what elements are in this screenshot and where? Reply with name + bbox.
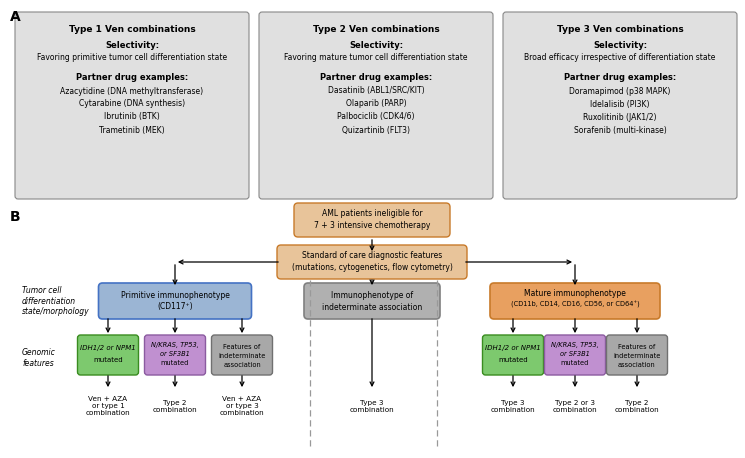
FancyBboxPatch shape <box>259 12 493 199</box>
Text: Quizartinib (FLT3): Quizartinib (FLT3) <box>342 125 410 135</box>
Text: mutated: mutated <box>93 357 123 363</box>
Text: mutated: mutated <box>498 357 527 363</box>
Text: Favoring primitive tumor cell differentiation state: Favoring primitive tumor cell differenti… <box>37 54 227 62</box>
Text: Type 3
combination: Type 3 combination <box>491 399 536 413</box>
Text: IDH1/2 or NPM1: IDH1/2 or NPM1 <box>80 345 136 351</box>
Text: Cytarabine (DNA synthesis): Cytarabine (DNA synthesis) <box>79 99 185 109</box>
Text: Features of: Features of <box>618 344 656 350</box>
Text: Trametinib (MEK): Trametinib (MEK) <box>99 125 165 135</box>
Text: Dasatinib (ABL1/SRC/KIT): Dasatinib (ABL1/SRC/KIT) <box>328 87 425 96</box>
FancyBboxPatch shape <box>545 335 606 375</box>
Text: Idelalisib (PI3K): Idelalisib (PI3K) <box>590 99 650 109</box>
Text: Genomic
features: Genomic features <box>22 348 56 368</box>
Text: Type 3
combination: Type 3 combination <box>349 399 394 413</box>
Text: Ruxolitinib (JAK1/2): Ruxolitinib (JAK1/2) <box>583 113 657 121</box>
Text: Palbociclib (CDK4/6): Palbociclib (CDK4/6) <box>337 113 415 121</box>
Text: Standard of care diagnostic features: Standard of care diagnostic features <box>302 251 442 261</box>
Text: or SF3B1: or SF3B1 <box>560 351 590 357</box>
Text: Doramapimod (p38 MAPK): Doramapimod (p38 MAPK) <box>569 87 671 96</box>
FancyBboxPatch shape <box>145 335 206 375</box>
Text: Selectivity:: Selectivity: <box>349 40 403 49</box>
Text: B: B <box>10 210 21 224</box>
FancyBboxPatch shape <box>483 335 544 375</box>
Text: Type 3 Ven combinations: Type 3 Ven combinations <box>557 24 683 33</box>
Text: Ven + AZA
or type 1
combination: Ven + AZA or type 1 combination <box>86 396 130 416</box>
FancyBboxPatch shape <box>304 283 440 319</box>
Text: Olaparib (PARP): Olaparib (PARP) <box>346 99 406 109</box>
Text: Azacytidine (DNA methyltransferase): Azacytidine (DNA methyltransferase) <box>60 87 203 96</box>
Text: (mutations, cytogenetics, flow cytometry): (mutations, cytogenetics, flow cytometry… <box>291 263 452 273</box>
Text: Type 1 Ven combinations: Type 1 Ven combinations <box>69 24 195 33</box>
Text: IDH1/2 or NPM1: IDH1/2 or NPM1 <box>485 345 541 351</box>
Text: Favoring mature tumor cell differentiation state: Favoring mature tumor cell differentiati… <box>285 54 468 62</box>
Text: 7 + 3 intensive chemotherapy: 7 + 3 intensive chemotherapy <box>314 222 430 230</box>
Text: Type 2
combination: Type 2 combination <box>153 399 197 413</box>
Text: indeterminate: indeterminate <box>218 353 266 359</box>
Text: indeterminate: indeterminate <box>613 353 661 359</box>
Text: Broad efficacy irrespective of differentiation state: Broad efficacy irrespective of different… <box>524 54 716 62</box>
Text: Partner drug examples:: Partner drug examples: <box>76 72 188 82</box>
Text: (CD117⁺): (CD117⁺) <box>157 302 193 311</box>
FancyBboxPatch shape <box>98 283 252 319</box>
Text: association: association <box>618 362 656 368</box>
Text: Partner drug examples:: Partner drug examples: <box>564 72 676 82</box>
Text: N/KRAS, TP53,: N/KRAS, TP53, <box>151 342 199 348</box>
Text: Tumor cell
differentiation
state/morphology: Tumor cell differentiation state/morphol… <box>22 286 89 316</box>
FancyBboxPatch shape <box>490 283 660 319</box>
Text: association: association <box>223 362 261 368</box>
FancyBboxPatch shape <box>606 335 668 375</box>
Text: mutated: mutated <box>561 360 589 366</box>
Text: Immunophenotype of: Immunophenotype of <box>331 290 413 300</box>
Text: Selectivity:: Selectivity: <box>105 40 159 49</box>
Text: Type 2
combination: Type 2 combination <box>615 399 659 413</box>
Text: (CD11b, CD14, CD16, CD56, or CD64⁺): (CD11b, CD14, CD16, CD56, or CD64⁺) <box>510 300 639 308</box>
Text: Sorafenib (multi-kinase): Sorafenib (multi-kinase) <box>574 125 666 135</box>
Text: Type 2 Ven combinations: Type 2 Ven combinations <box>313 24 440 33</box>
FancyBboxPatch shape <box>294 203 450 237</box>
FancyBboxPatch shape <box>77 335 139 375</box>
Text: Ibrutinib (BTK): Ibrutinib (BTK) <box>104 113 160 121</box>
Text: Ven + AZA
or type 3
combination: Ven + AZA or type 3 combination <box>220 396 264 416</box>
FancyBboxPatch shape <box>277 245 467 279</box>
Text: Selectivity:: Selectivity: <box>593 40 647 49</box>
FancyBboxPatch shape <box>212 335 273 375</box>
Text: N/KRAS, TP53,: N/KRAS, TP53, <box>551 342 599 348</box>
Text: Type 2 or 3
combination: Type 2 or 3 combination <box>553 399 597 413</box>
FancyBboxPatch shape <box>503 12 737 199</box>
Text: or SF3B1: or SF3B1 <box>160 351 190 357</box>
Text: Partner drug examples:: Partner drug examples: <box>320 72 432 82</box>
Text: A: A <box>10 10 21 24</box>
Text: AML patients ineligible for: AML patients ineligible for <box>322 209 422 218</box>
Text: Features of: Features of <box>224 344 261 350</box>
Text: Primitive immunophenotype: Primitive immunophenotype <box>121 290 229 300</box>
Text: Mature immunophenotype: Mature immunophenotype <box>524 289 626 299</box>
Text: indeterminate association: indeterminate association <box>322 302 422 311</box>
Text: mutated: mutated <box>161 360 189 366</box>
FancyBboxPatch shape <box>15 12 249 199</box>
